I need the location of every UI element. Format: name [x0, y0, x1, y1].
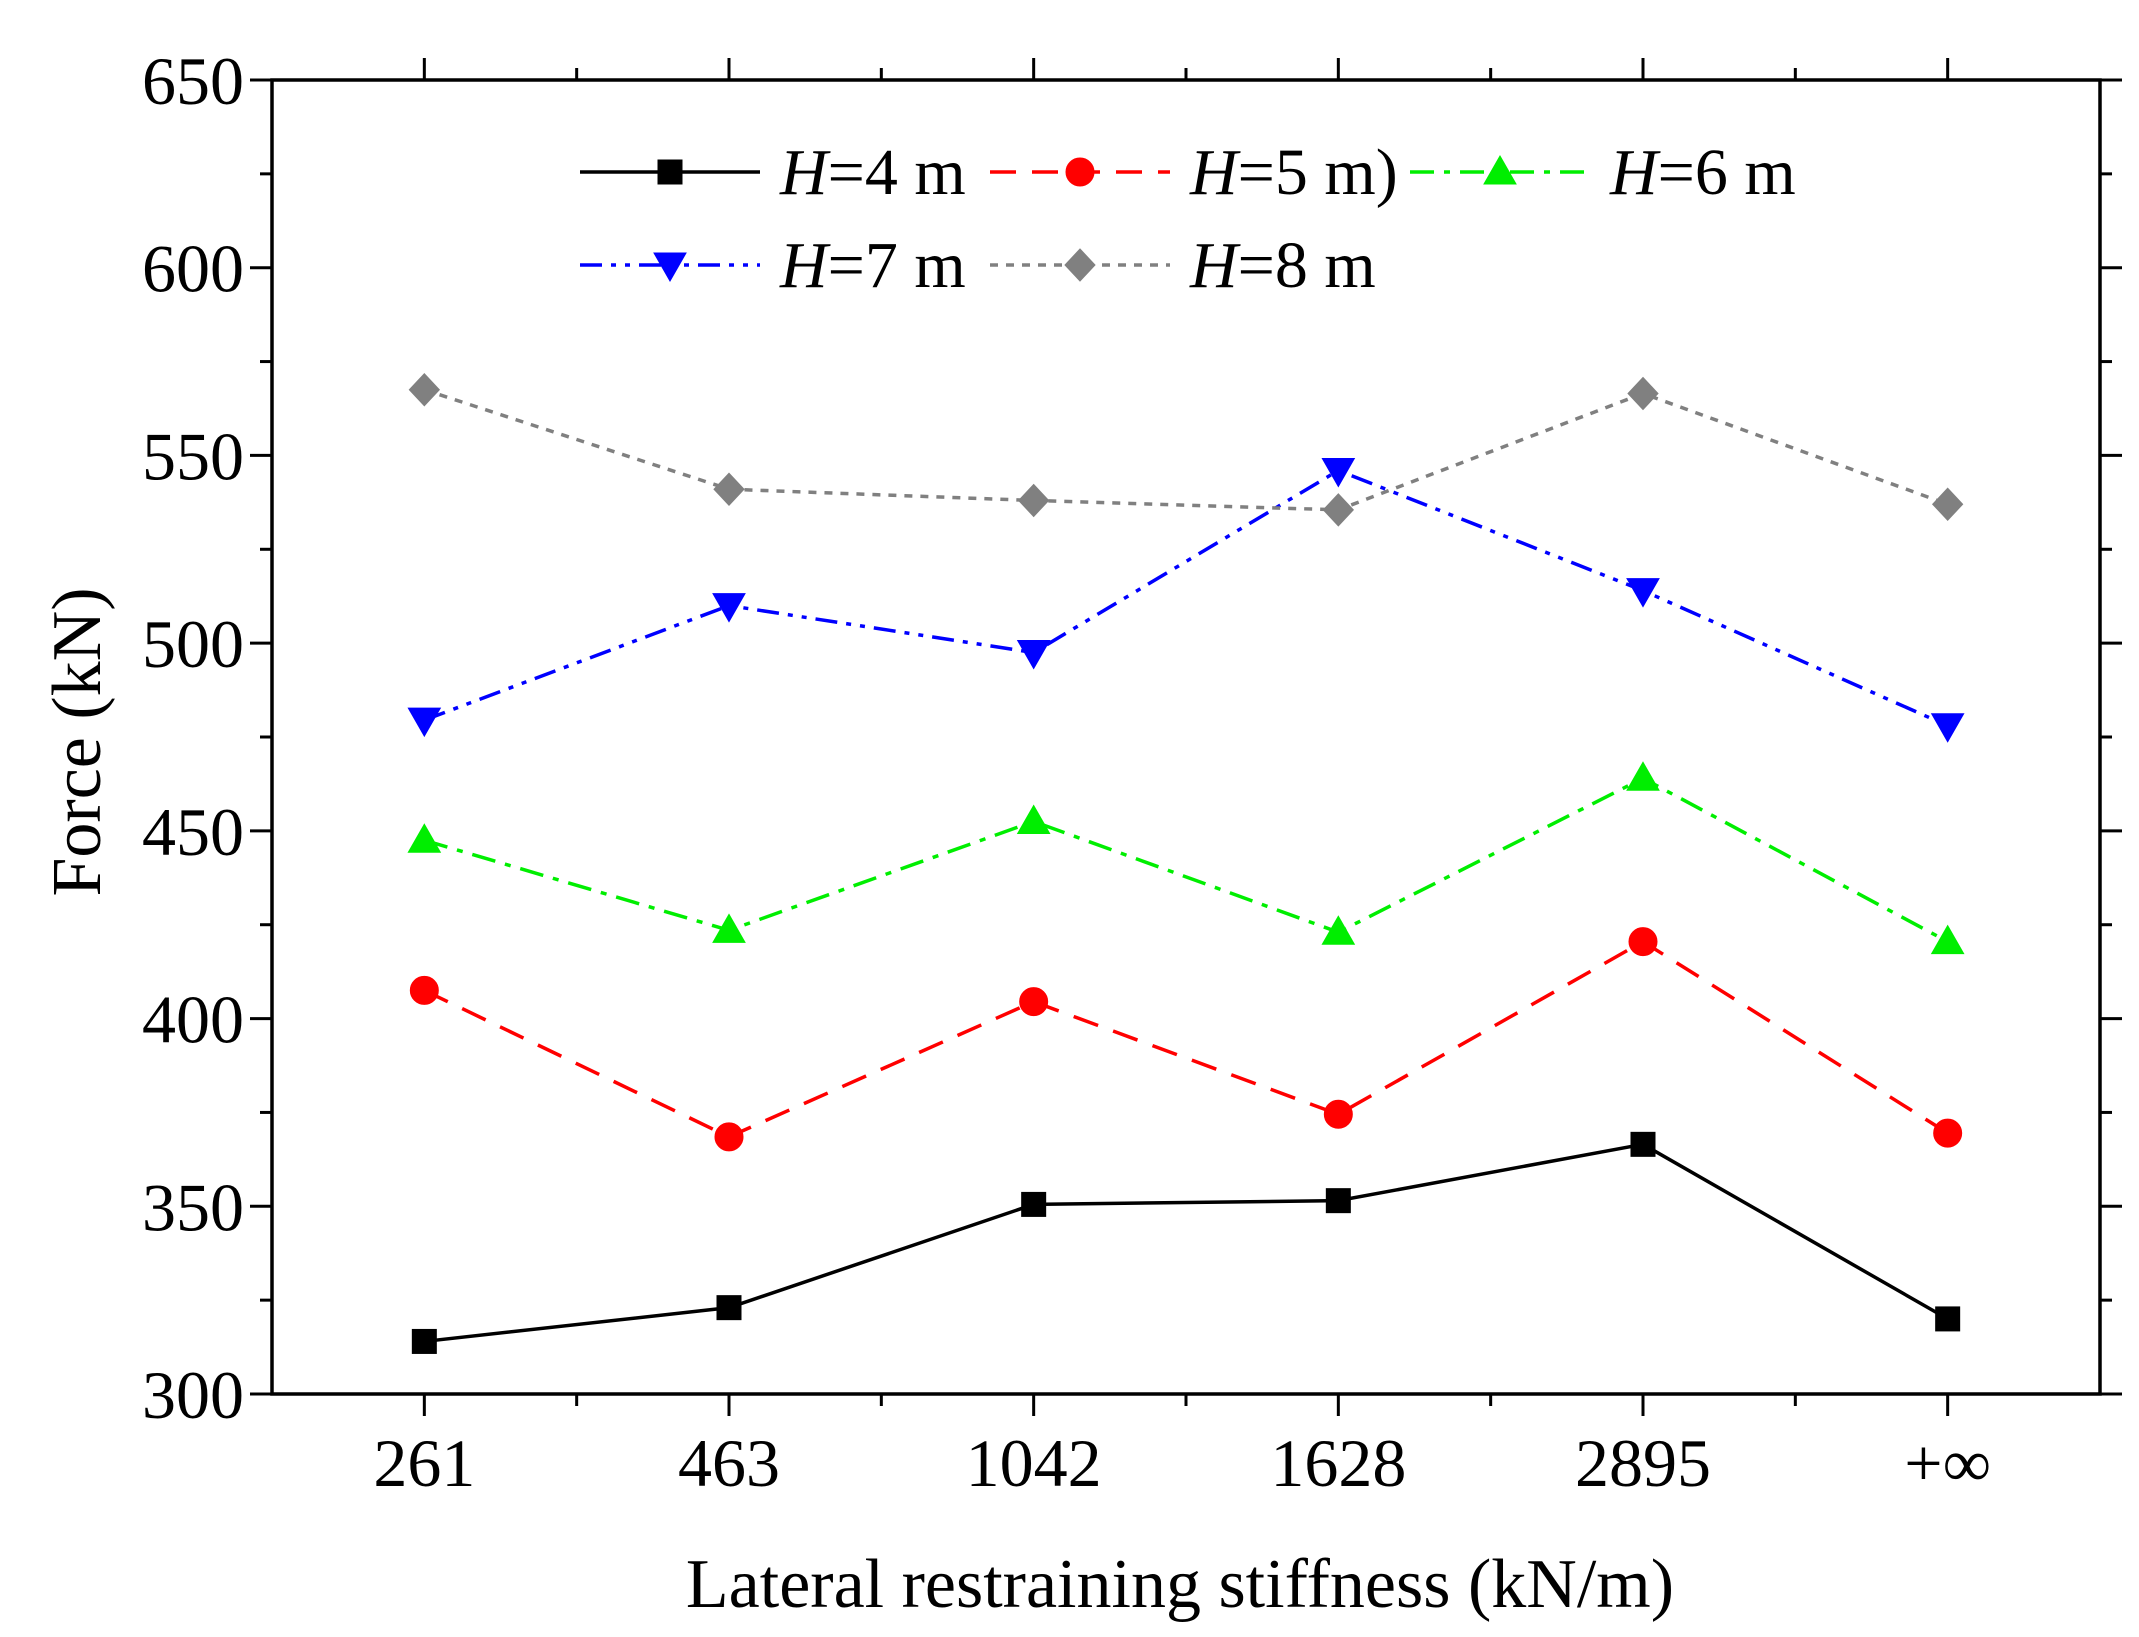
legend-item: H=7 m [580, 229, 966, 302]
data-point [1935, 1306, 1961, 1332]
x-axis-title: Lateral restraining stiffness (kN/m) [686, 1546, 1674, 1623]
y-tick-label: 300 [142, 1357, 244, 1433]
data-point [1930, 713, 1965, 743]
legend-item: H=4 m [580, 136, 966, 209]
data-point [408, 372, 441, 407]
data-point [1323, 1099, 1353, 1129]
legend-marker [653, 252, 687, 283]
y-tick-label: 450 [142, 794, 244, 870]
data-point [1626, 761, 1660, 791]
data-point [1016, 804, 1051, 834]
legend-label: H=7 m [779, 229, 966, 302]
x-tick-label: +∞ [1904, 1425, 1991, 1501]
series-2 [409, 927, 1963, 1152]
legend-marker [657, 159, 683, 185]
legend: H=4 m H=5 m) H=6 m H=7 m H=8 m [580, 136, 1796, 302]
x-tick-label: 1628 [1270, 1425, 1406, 1501]
data-point [1931, 487, 1964, 521]
series-line [424, 1142, 1949, 1344]
legend-label: H=6 m [1609, 136, 1796, 209]
data-point [1321, 915, 1356, 945]
data-point [407, 707, 442, 738]
axis-ticks [250, 58, 2122, 1416]
plot-frame [270, 78, 2102, 1396]
data-point [1321, 457, 1356, 488]
data-point [1322, 493, 1355, 527]
x-tick-label: 2895 [1575, 1425, 1711, 1501]
series-line [423, 468, 1949, 728]
x-tick-label: 463 [678, 1425, 780, 1501]
series-5 [408, 372, 1964, 527]
data-point [713, 472, 745, 506]
series-4 [407, 457, 1965, 743]
legend-item: H=8 m [990, 229, 1376, 302]
y-tick-label: 500 [142, 606, 244, 682]
legend-label: H=4 m [779, 136, 966, 209]
data-point [1019, 987, 1049, 1017]
data-point [1627, 376, 1659, 411]
data-point [714, 1122, 744, 1152]
legend-marker [1065, 157, 1095, 187]
legend-item: H=6 m [1410, 136, 1796, 209]
y-axis-title: Force (kN) [39, 587, 116, 896]
data-point [1626, 578, 1660, 608]
x-tick-label: 261 [373, 1425, 475, 1501]
legend-marker [1483, 154, 1517, 185]
data-point [1930, 924, 1965, 955]
legend-label: H=8 m [1189, 229, 1376, 302]
legend-label: H=5 m) [1189, 136, 1398, 209]
x-tick-label: 1042 [966, 1425, 1102, 1501]
data-point [1016, 640, 1051, 670]
series-1 [411, 1131, 1961, 1354]
y-tick-label: 600 [142, 231, 244, 307]
data-point [1933, 1118, 1963, 1148]
data-point [411, 1328, 437, 1354]
data-point [712, 593, 746, 623]
plot-series [407, 372, 1965, 1354]
y-tick-label: 650 [142, 43, 244, 119]
data-point [1017, 483, 1050, 518]
series-line [423, 776, 1949, 944]
legend-item: H=5 m) [990, 136, 1398, 209]
data-point [1628, 927, 1658, 957]
y-tick-label: 550 [142, 418, 244, 494]
y-tick-label: 400 [142, 982, 244, 1058]
data-point [716, 1295, 742, 1321]
data-point [409, 975, 439, 1005]
data-point [712, 913, 746, 943]
data-point [407, 823, 442, 853]
y-tick-label: 350 [142, 1169, 244, 1245]
data-point [1021, 1191, 1047, 1217]
data-point [1325, 1188, 1351, 1214]
tick-labels: 300 350 400 450 500 550 600 650 261 463 1042 1628 28… [142, 43, 1991, 1501]
data-point [1630, 1131, 1656, 1157]
series-line [423, 939, 1949, 1139]
legend-marker [1064, 248, 1096, 282]
series-3 [407, 761, 1965, 955]
